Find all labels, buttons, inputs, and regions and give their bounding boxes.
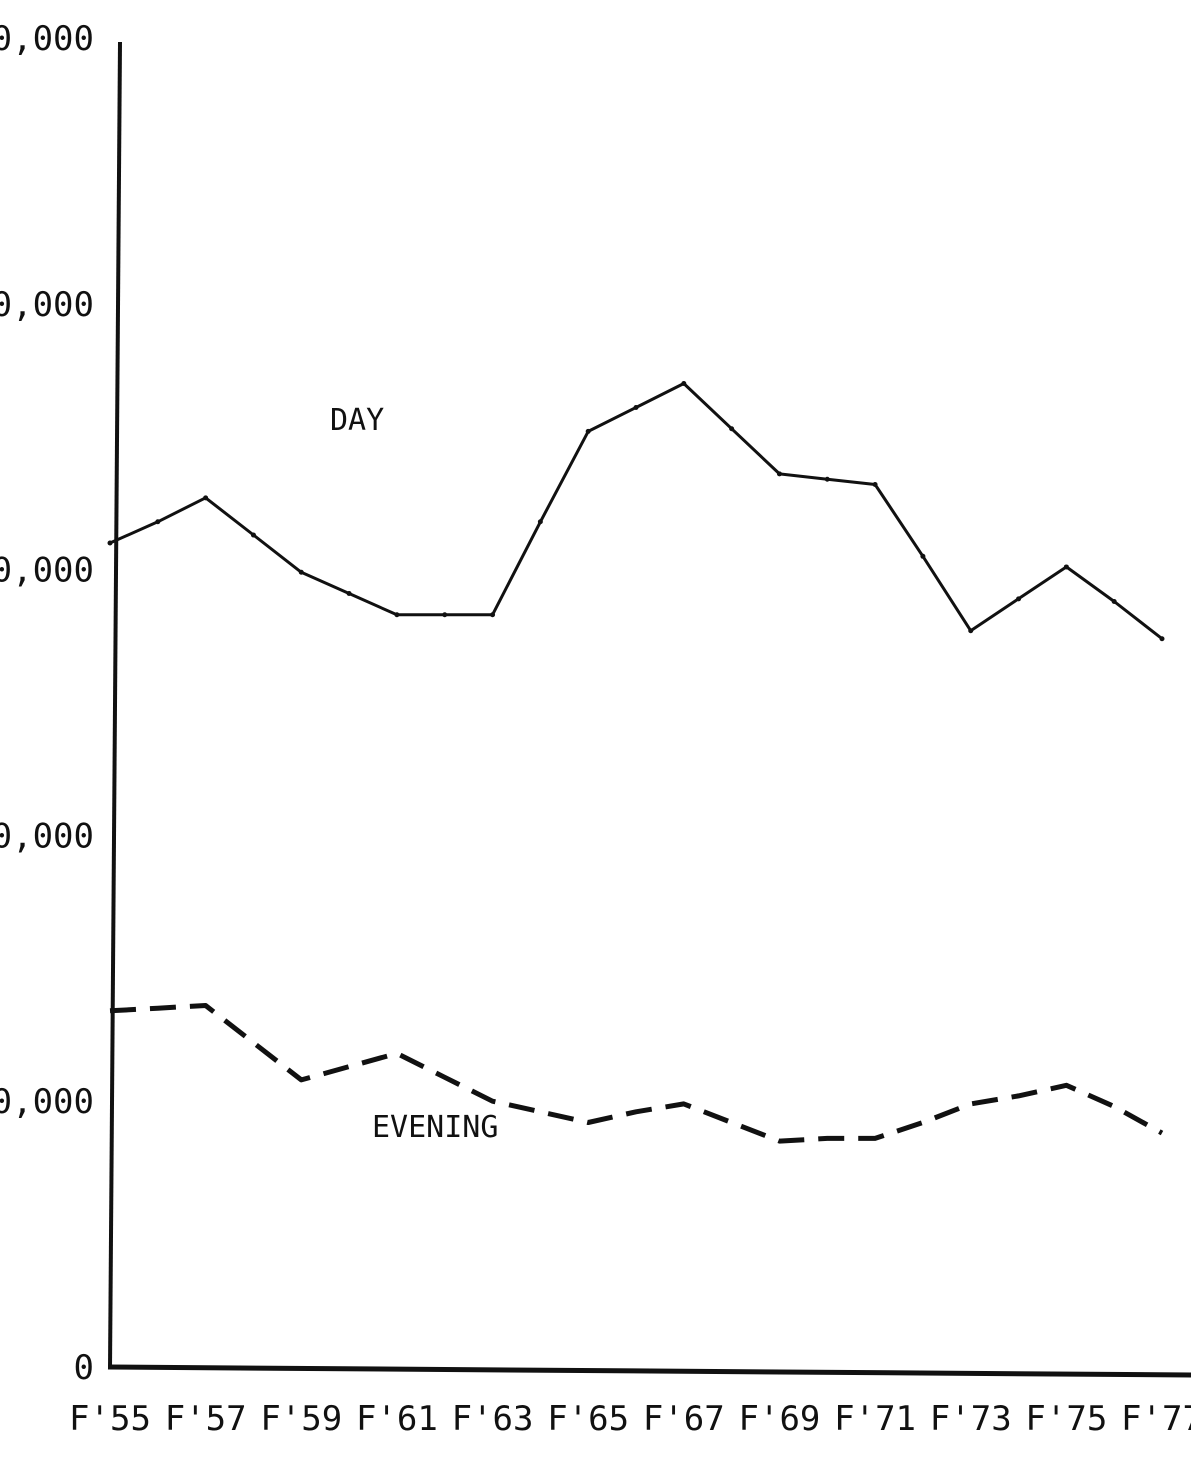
data-point [1159,636,1165,642]
series-label-day: DAY [330,403,384,438]
series-line-evening [109,1003,1164,1144]
y-tick-label: 40,000 [0,285,94,325]
x-tick-label: F'77 [1121,1399,1191,1439]
data-point [681,381,687,387]
data-point [155,519,161,525]
series-label-evening: EVENING [372,1110,498,1145]
x-tick-label: F'67 [643,1399,725,1439]
y-tick-label: 30,000 [0,551,94,591]
x-tick-label: F'75 [1025,1399,1107,1439]
x-tick-label: F'69 [739,1399,821,1439]
x-tick-label: F'55 [69,1399,151,1439]
x-axis-line [107,1364,1191,1378]
data-point [776,471,782,477]
data-point [394,612,400,618]
y-tick-label: 10,000 [0,1082,94,1122]
x-axis-tick-labels: F'55 F'57 F'59 F'61 F'63 F'65 F'67 F'69 F'71 F'73… [69,1399,1191,1439]
x-tick-label: F'65 [547,1399,629,1439]
data-point [250,532,256,538]
data-point [107,540,113,546]
y-axis-line [108,41,122,1370]
y-tick-label: 20,000 [0,816,94,856]
y-tick-label: 50,000 [0,19,94,59]
data-point [1063,564,1069,570]
data-point [490,612,496,618]
x-tick-label: F'73 [930,1399,1012,1439]
axes [107,41,1191,1378]
series-lines [107,381,1165,1144]
data-point [872,482,878,488]
data-point [203,495,209,501]
x-tick-label: F'61 [356,1399,438,1439]
series-labels: DAY EVENING [330,403,498,1145]
data-point [537,519,543,525]
data-point [968,628,974,634]
x-tick-label: F'71 [834,1399,916,1439]
data-point [298,569,304,575]
y-tick-label: 0 [74,1348,94,1388]
data-point [585,428,591,434]
data-point [824,476,830,482]
data-point [729,426,735,432]
x-tick-label: F'57 [165,1399,247,1439]
y-axis-tick-labels: 0 10,000 20,000 30,000 40,000 50,000 [0,19,94,1388]
data-point [1016,596,1022,602]
series-line-day [109,382,1163,640]
data-point [346,591,352,597]
data-point [920,553,926,559]
x-tick-label: F'63 [452,1399,534,1439]
data-point [633,404,639,410]
data-point [1111,598,1117,604]
x-tick-label: F'59 [260,1399,342,1439]
data-point [442,612,448,618]
